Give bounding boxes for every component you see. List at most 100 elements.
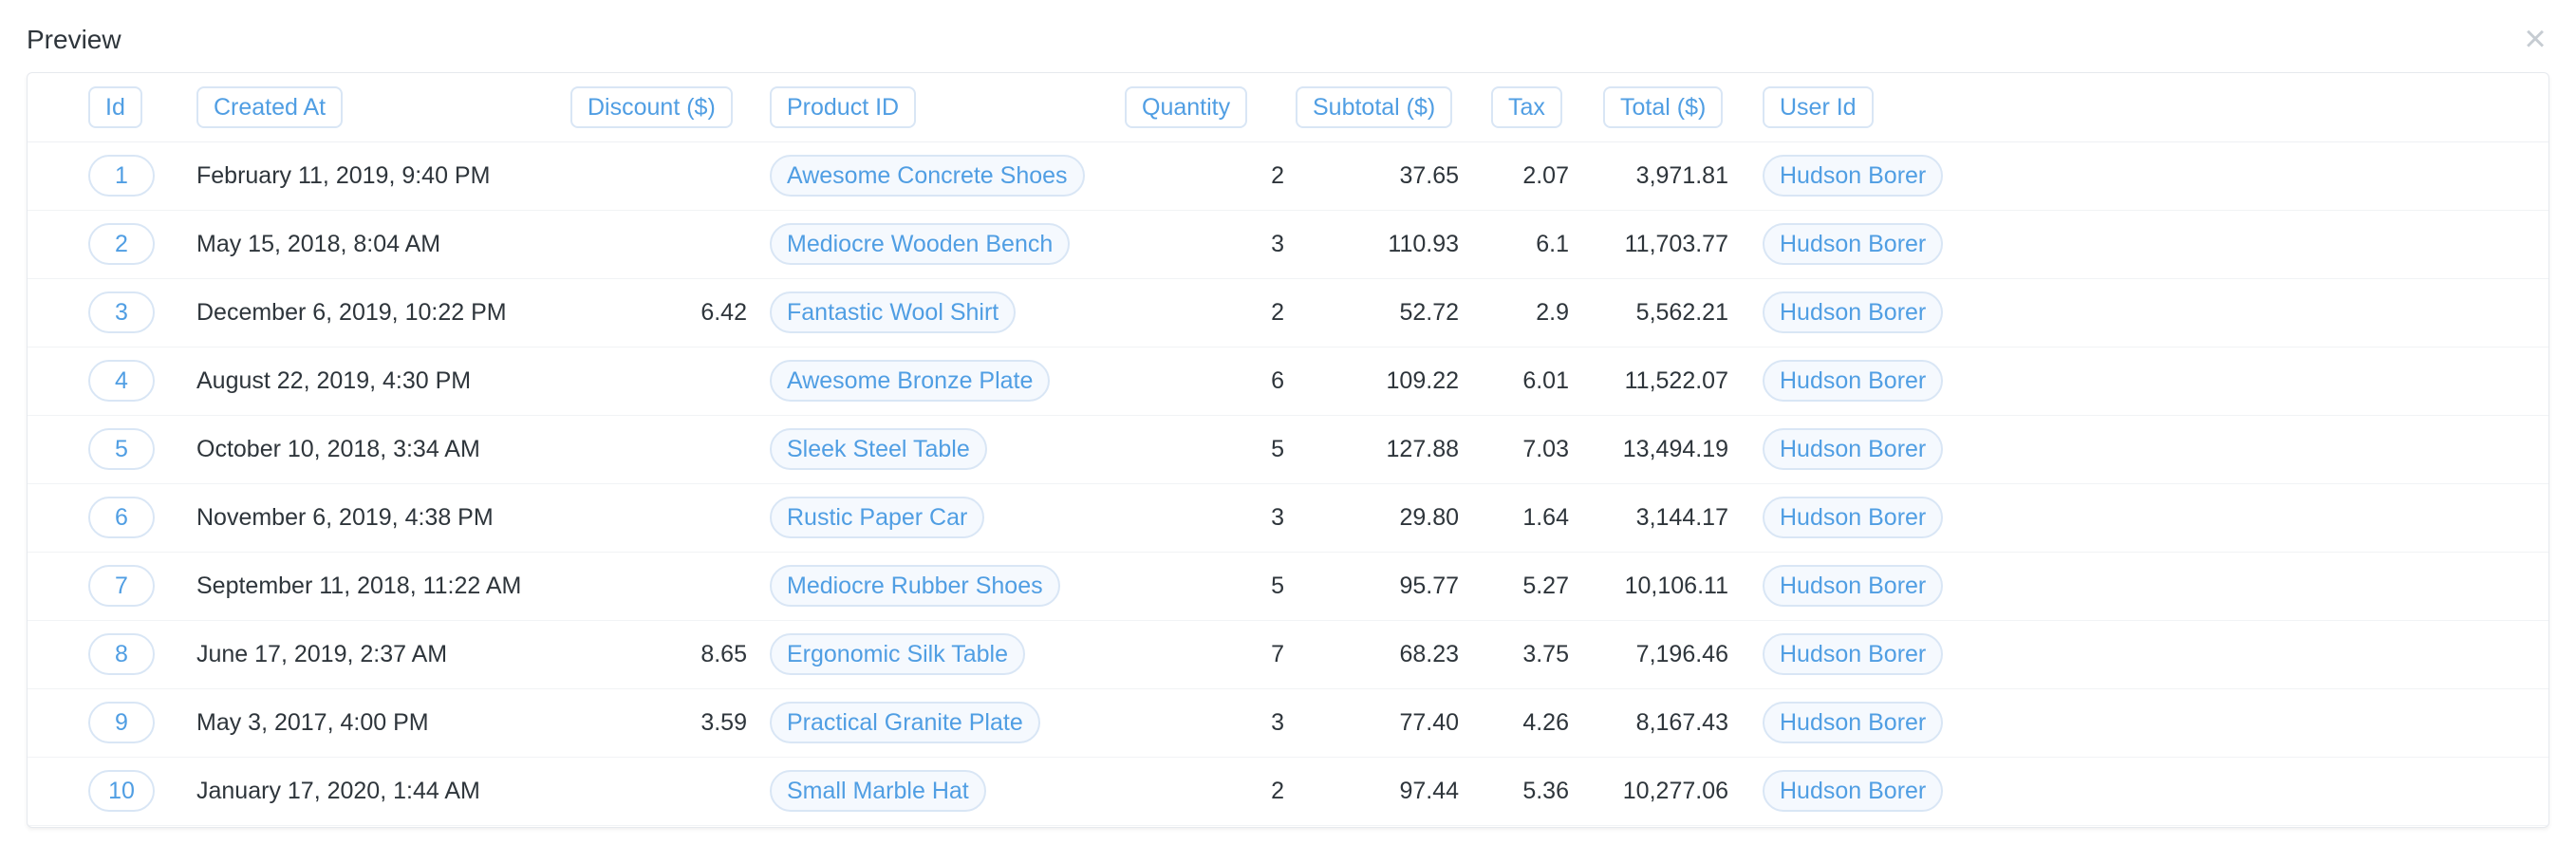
created-at-value: November 6, 2019, 4:38 PM <box>196 503 494 531</box>
quantity-value: 3 <box>1271 230 1284 257</box>
table-cell: Sleek Steel Table <box>770 415 987 483</box>
product-link[interactable]: Awesome Concrete Shoes <box>770 155 1085 197</box>
table-cell: 110.93 <box>1388 210 1459 278</box>
table-cell: 1.64 <box>1522 483 1569 552</box>
table-cell: 7.03 <box>1522 415 1569 483</box>
table-cell: 5 <box>1271 552 1284 620</box>
table-cell: 97.44 <box>1399 757 1459 825</box>
user-link[interactable]: Hudson Borer <box>1763 770 1944 812</box>
user-link[interactable]: Hudson Borer <box>1763 428 1944 470</box>
column-header-created-at[interactable]: Created At <box>196 86 344 128</box>
user-link[interactable]: Hudson Borer <box>1763 702 1944 743</box>
created-at-value: June 17, 2019, 2:37 AM <box>196 640 448 667</box>
user-link[interactable]: Hudson Borer <box>1763 155 1944 197</box>
product-link[interactable]: Small Marble Hat <box>770 770 986 812</box>
row-id-link[interactable]: 5 <box>88 428 155 470</box>
total-value: 13,494.19 <box>1622 435 1728 462</box>
table-cell: 77.40 <box>1399 688 1459 757</box>
table-cell: 3,144.17 <box>1636 483 1728 552</box>
table-cell: 37.65 <box>1399 141 1459 210</box>
subtotal-value: 95.77 <box>1399 572 1459 599</box>
table-cell: 8 <box>88 620 155 688</box>
tax-value: 6.1 <box>1536 230 1569 257</box>
table-cell: Hudson Borer <box>1763 757 1944 825</box>
user-link[interactable]: Hudson Borer <box>1763 291 1944 333</box>
table-cell: 68.23 <box>1399 620 1459 688</box>
table-cell: Ergonomic Silk Table <box>770 620 1025 688</box>
column-header-quantity[interactable]: Quantity <box>1125 86 1248 128</box>
product-link[interactable]: Awesome Bronze Plate <box>770 360 1051 402</box>
product-link[interactable]: Mediocre Rubber Shoes <box>770 565 1060 607</box>
table-cell: 2 <box>1271 141 1284 210</box>
row-id-link[interactable]: 1 <box>88 155 155 197</box>
table-cell: 3.59 <box>700 688 747 757</box>
user-link[interactable]: Hudson Borer <box>1763 633 1944 675</box>
table-cell: 3,971.81 <box>1636 141 1728 210</box>
table-cell: 2 <box>1271 757 1284 825</box>
table-cell: Small Marble Hat <box>770 757 986 825</box>
table-cell: 6.01 <box>1522 347 1569 415</box>
subtotal-value: 77.40 <box>1399 708 1459 736</box>
column-header-product-id[interactable]: Product ID <box>770 86 917 128</box>
user-link[interactable]: Hudson Borer <box>1763 565 1944 607</box>
product-link[interactable]: Practical Granite Plate <box>770 702 1040 743</box>
table-cell: Hudson Borer <box>1763 552 1944 620</box>
product-link[interactable]: Rustic Paper Car <box>770 497 985 538</box>
table-cell: 10,106.11 <box>1625 552 1728 620</box>
row-id-link[interactable]: 7 <box>88 565 155 607</box>
table-cell: Practical Granite Plate <box>770 688 1040 757</box>
table-row: 1 February 11, 2019, 9:40 PM Awesome Concr… <box>28 141 2548 211</box>
table-cell: 2 <box>88 210 155 278</box>
product-link[interactable]: Sleek Steel Table <box>770 428 987 470</box>
product-link[interactable]: Ergonomic Silk Table <box>770 633 1025 675</box>
table-cell: 2.07 <box>1522 141 1569 210</box>
discount-value: 8.65 <box>700 640 747 667</box>
tax-value: 5.27 <box>1522 572 1569 599</box>
row-id-link[interactable]: 4 <box>88 360 155 402</box>
table-cell: 5.27 <box>1522 552 1569 620</box>
column-header-subtotal[interactable]: Subtotal ($) <box>1296 86 1453 128</box>
row-id-link[interactable]: 9 <box>88 702 155 743</box>
table-cell: 52.72 <box>1399 278 1459 347</box>
row-id-link[interactable]: 2 <box>88 223 155 265</box>
column-header-total[interactable]: Total ($) <box>1603 86 1724 128</box>
table-cell: 13,494.19 <box>1623 415 1728 483</box>
quantity-value: 2 <box>1271 298 1284 326</box>
column-header-tax[interactable]: Tax <box>1491 86 1562 128</box>
table-cell: 3 <box>1271 688 1284 757</box>
product-link[interactable]: Mediocre Wooden Bench <box>770 223 1071 265</box>
subtotal-value: 52.72 <box>1399 298 1459 326</box>
column-header-id[interactable]: Id <box>88 86 142 128</box>
user-link[interactable]: Hudson Borer <box>1763 223 1944 265</box>
table-cell: Hudson Borer <box>1763 278 1944 347</box>
subtotal-value: 109.22 <box>1386 366 1459 394</box>
table-cell: October 10, 2018, 3:34 AM <box>196 415 480 483</box>
row-id-link[interactable]: 6 <box>88 497 155 538</box>
column-header-user-id[interactable]: User Id <box>1763 86 1874 128</box>
table-cell: Hudson Borer <box>1763 210 1944 278</box>
total-value: 3,144.17 <box>1635 503 1728 531</box>
table-cell: November 6, 2019, 4:38 PM <box>196 483 494 552</box>
quantity-value: 7 <box>1271 640 1284 667</box>
total-value: 8,167.43 <box>1635 708 1728 736</box>
row-id-link[interactable]: 8 <box>88 633 155 675</box>
row-id-link[interactable]: 10 <box>88 770 155 812</box>
table-cell: 3.75 <box>1522 620 1569 688</box>
table-row: 7 September 11, 2018, 11:22 AM Mediocre Ru… <box>28 552 2548 621</box>
table-cell: 109.22 <box>1387 347 1459 415</box>
table-row: 3 December 6, 2019, 10:22 PM 6.42 Fantastic… <box>28 278 2548 347</box>
user-link[interactable]: Hudson Borer <box>1763 360 1944 402</box>
close-icon[interactable]: × <box>2524 18 2547 60</box>
table-cell: 127.88 <box>1387 415 1459 483</box>
discount-value: 6.42 <box>700 298 747 326</box>
tax-value: 5.36 <box>1522 777 1569 804</box>
table-cell: 6 <box>1271 347 1284 415</box>
user-link[interactable]: Hudson Borer <box>1763 497 1944 538</box>
row-id-link[interactable]: 3 <box>88 291 155 333</box>
product-link[interactable]: Fantastic Wool Shirt <box>770 291 1017 333</box>
column-header-discount[interactable]: Discount ($) <box>570 86 733 128</box>
total-value: 10,106.11 <box>1624 572 1728 599</box>
subtotal-value: 110.93 <box>1388 230 1459 257</box>
created-at-value: December 6, 2019, 10:22 PM <box>196 298 507 326</box>
subtotal-value: 37.65 <box>1399 161 1459 189</box>
